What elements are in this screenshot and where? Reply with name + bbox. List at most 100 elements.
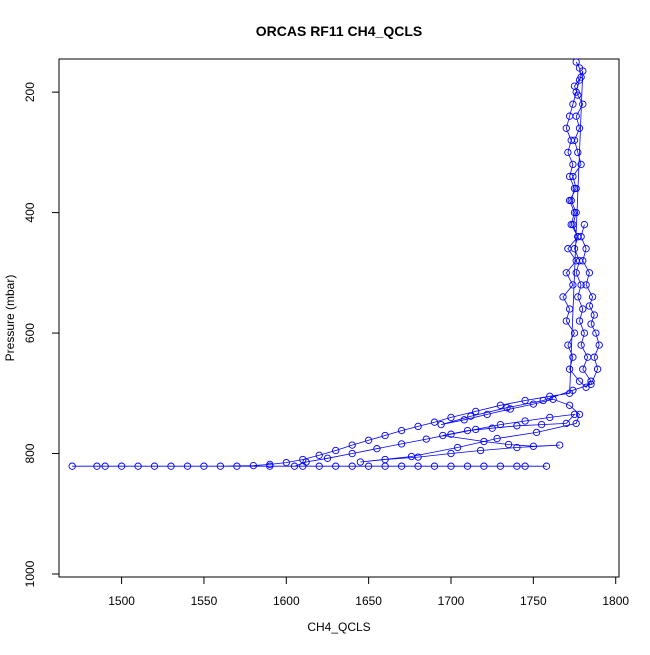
data-point xyxy=(480,437,488,446)
y-axis: 200 400 600 800 1000 xyxy=(23,82,60,587)
data-point xyxy=(430,418,439,426)
data-point xyxy=(575,377,584,385)
data-point xyxy=(101,462,109,470)
data-point xyxy=(414,422,422,431)
y-axis-title: Pressure (mbar) xyxy=(3,275,17,362)
data-point xyxy=(572,208,580,217)
data-point xyxy=(570,410,579,419)
data-point xyxy=(513,462,521,470)
data-point xyxy=(579,67,587,75)
data-point xyxy=(559,293,567,301)
data-point xyxy=(565,365,574,373)
data-point xyxy=(348,449,356,458)
data-point xyxy=(588,293,597,301)
data-point xyxy=(467,412,475,420)
data-point xyxy=(532,428,541,437)
data-point xyxy=(493,434,501,443)
data-point xyxy=(575,410,584,419)
data-point xyxy=(422,435,430,443)
data-point xyxy=(580,329,589,337)
data-point xyxy=(332,446,340,455)
data-point xyxy=(407,452,416,461)
x-tick-label: 1600 xyxy=(273,594,300,608)
data-point xyxy=(575,257,584,265)
data-point xyxy=(521,417,529,425)
data-point xyxy=(381,431,389,440)
data-point xyxy=(569,172,577,181)
data-point xyxy=(381,455,389,464)
data-point xyxy=(590,353,598,361)
data-point xyxy=(68,462,76,470)
data-point xyxy=(529,442,538,450)
data-point xyxy=(575,76,584,84)
y-tick-label: 1000 xyxy=(23,560,37,587)
data-point xyxy=(537,420,546,429)
data-point xyxy=(476,446,485,455)
data-point xyxy=(567,136,575,144)
data-point xyxy=(565,172,574,181)
data-point xyxy=(521,462,529,470)
data-point xyxy=(496,420,505,429)
data-point xyxy=(453,443,462,452)
data-point xyxy=(496,401,505,409)
data-point xyxy=(282,458,290,467)
data-point xyxy=(356,458,365,466)
data-point xyxy=(167,462,175,470)
data-point xyxy=(562,419,570,428)
data-point xyxy=(315,451,323,459)
data-point xyxy=(570,245,579,253)
data-point xyxy=(593,365,602,373)
data-point xyxy=(587,320,595,328)
data-point xyxy=(447,449,455,458)
data-point xyxy=(472,407,480,416)
data-point xyxy=(562,317,570,325)
data-point xyxy=(504,440,513,449)
data-point xyxy=(302,458,310,466)
data-point xyxy=(577,341,585,349)
data-point xyxy=(546,413,554,422)
chart-title: ORCAS RF11 CH4_QCLS xyxy=(256,23,422,39)
data-point xyxy=(266,462,274,470)
data-point xyxy=(569,220,577,229)
data-point xyxy=(572,269,580,277)
data-point xyxy=(577,281,585,289)
data-point xyxy=(513,422,521,430)
data-point xyxy=(529,400,538,408)
data-point xyxy=(569,281,577,289)
data-point xyxy=(414,462,422,470)
data-point xyxy=(564,148,572,157)
data-point xyxy=(579,257,587,265)
data-point xyxy=(315,462,323,470)
data-point xyxy=(575,124,584,132)
data-point xyxy=(569,100,577,108)
data-point xyxy=(565,305,574,313)
data-point xyxy=(373,445,381,453)
data-point xyxy=(542,462,551,470)
data-series-layer xyxy=(68,58,603,470)
data-point xyxy=(587,377,595,385)
data-point xyxy=(364,436,373,444)
data-point xyxy=(117,462,126,470)
data-point xyxy=(447,462,455,470)
data-point xyxy=(483,410,491,419)
data-point xyxy=(364,462,373,470)
data-point xyxy=(463,462,472,470)
data-point xyxy=(579,365,587,373)
data-point xyxy=(439,431,447,440)
data-point xyxy=(447,413,455,422)
data-point xyxy=(216,462,225,470)
data-point xyxy=(513,443,521,452)
data-point xyxy=(332,462,340,470)
data-point xyxy=(556,441,564,449)
data-point xyxy=(570,329,579,337)
data-point xyxy=(348,462,356,470)
x-tick-label: 1800 xyxy=(602,594,629,608)
data-point xyxy=(592,329,600,337)
series-line xyxy=(72,61,600,467)
x-axis-title: CH4_QCLS xyxy=(307,620,370,634)
data-point xyxy=(585,302,594,310)
data-point xyxy=(472,425,480,434)
data-point xyxy=(582,281,590,289)
